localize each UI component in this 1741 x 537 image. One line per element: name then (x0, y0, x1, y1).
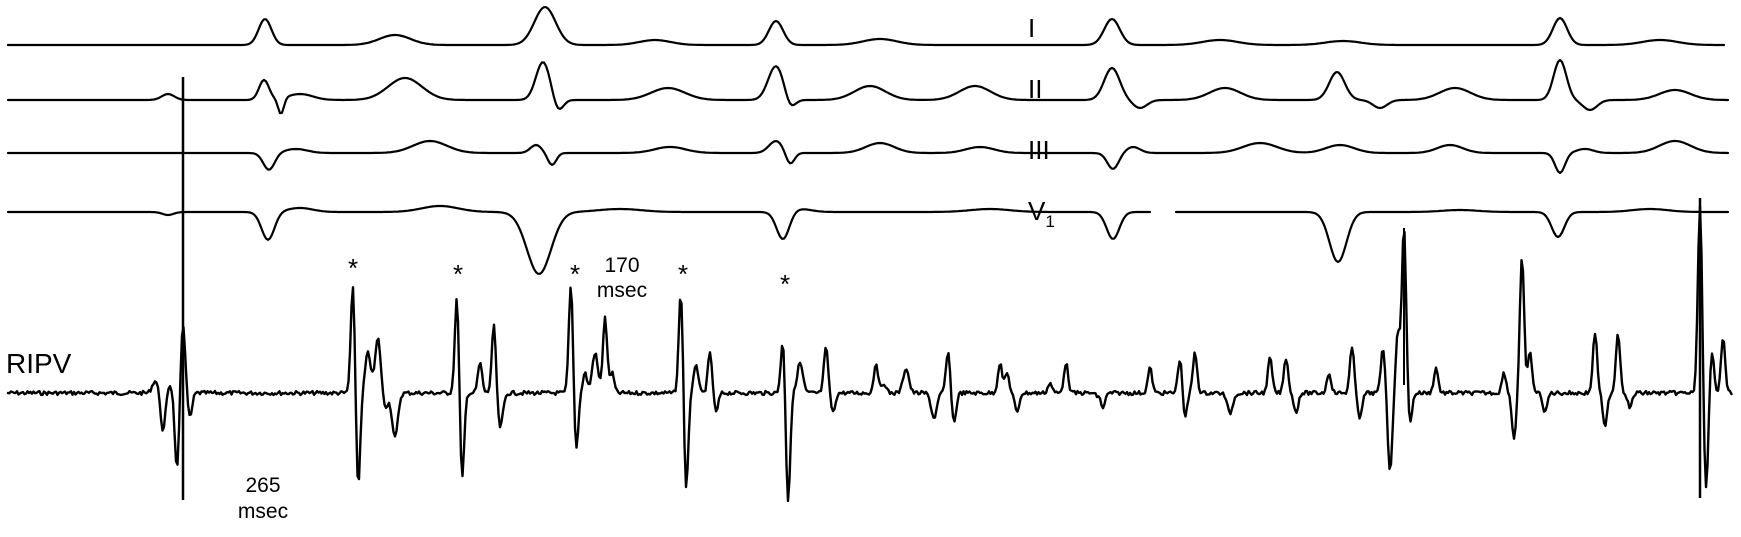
lead-label-III: III (1028, 135, 1050, 165)
lead-label-II: II (1028, 74, 1042, 104)
surface-leads (6, 6, 1730, 275)
interval-265-unit: msec (238, 500, 288, 523)
interval-170-unit: msec (597, 279, 647, 302)
lead-II-trace (6, 58, 1730, 115)
lead-label-I: I (1028, 13, 1035, 43)
lead-label-V1-letter: V (1028, 196, 1046, 226)
pacing-artifacts (181, 77, 1702, 500)
asterisk-marker: * (348, 253, 358, 283)
lead-label-V1-subscript: 1 (1045, 212, 1054, 231)
interval-170-value: 170 (604, 254, 639, 277)
ripv-electrogram (6, 205, 1733, 503)
asterisk-marker: * (570, 259, 580, 289)
asterisk-marker: * (453, 259, 463, 289)
asterisk-marker: * (780, 269, 790, 299)
lead-V1-trace-continued (1174, 207, 1730, 264)
lead-I-trace (6, 6, 1726, 47)
lead-III-trace (6, 139, 1730, 174)
lead-label-V1: V1 (1028, 196, 1055, 231)
interval-265-value: 265 (245, 474, 280, 497)
asterisk-marker: * (678, 259, 688, 289)
ripv-trace (6, 205, 1733, 503)
lead-V1-trace (6, 204, 1152, 275)
ripv-label: RIPV (6, 348, 72, 379)
